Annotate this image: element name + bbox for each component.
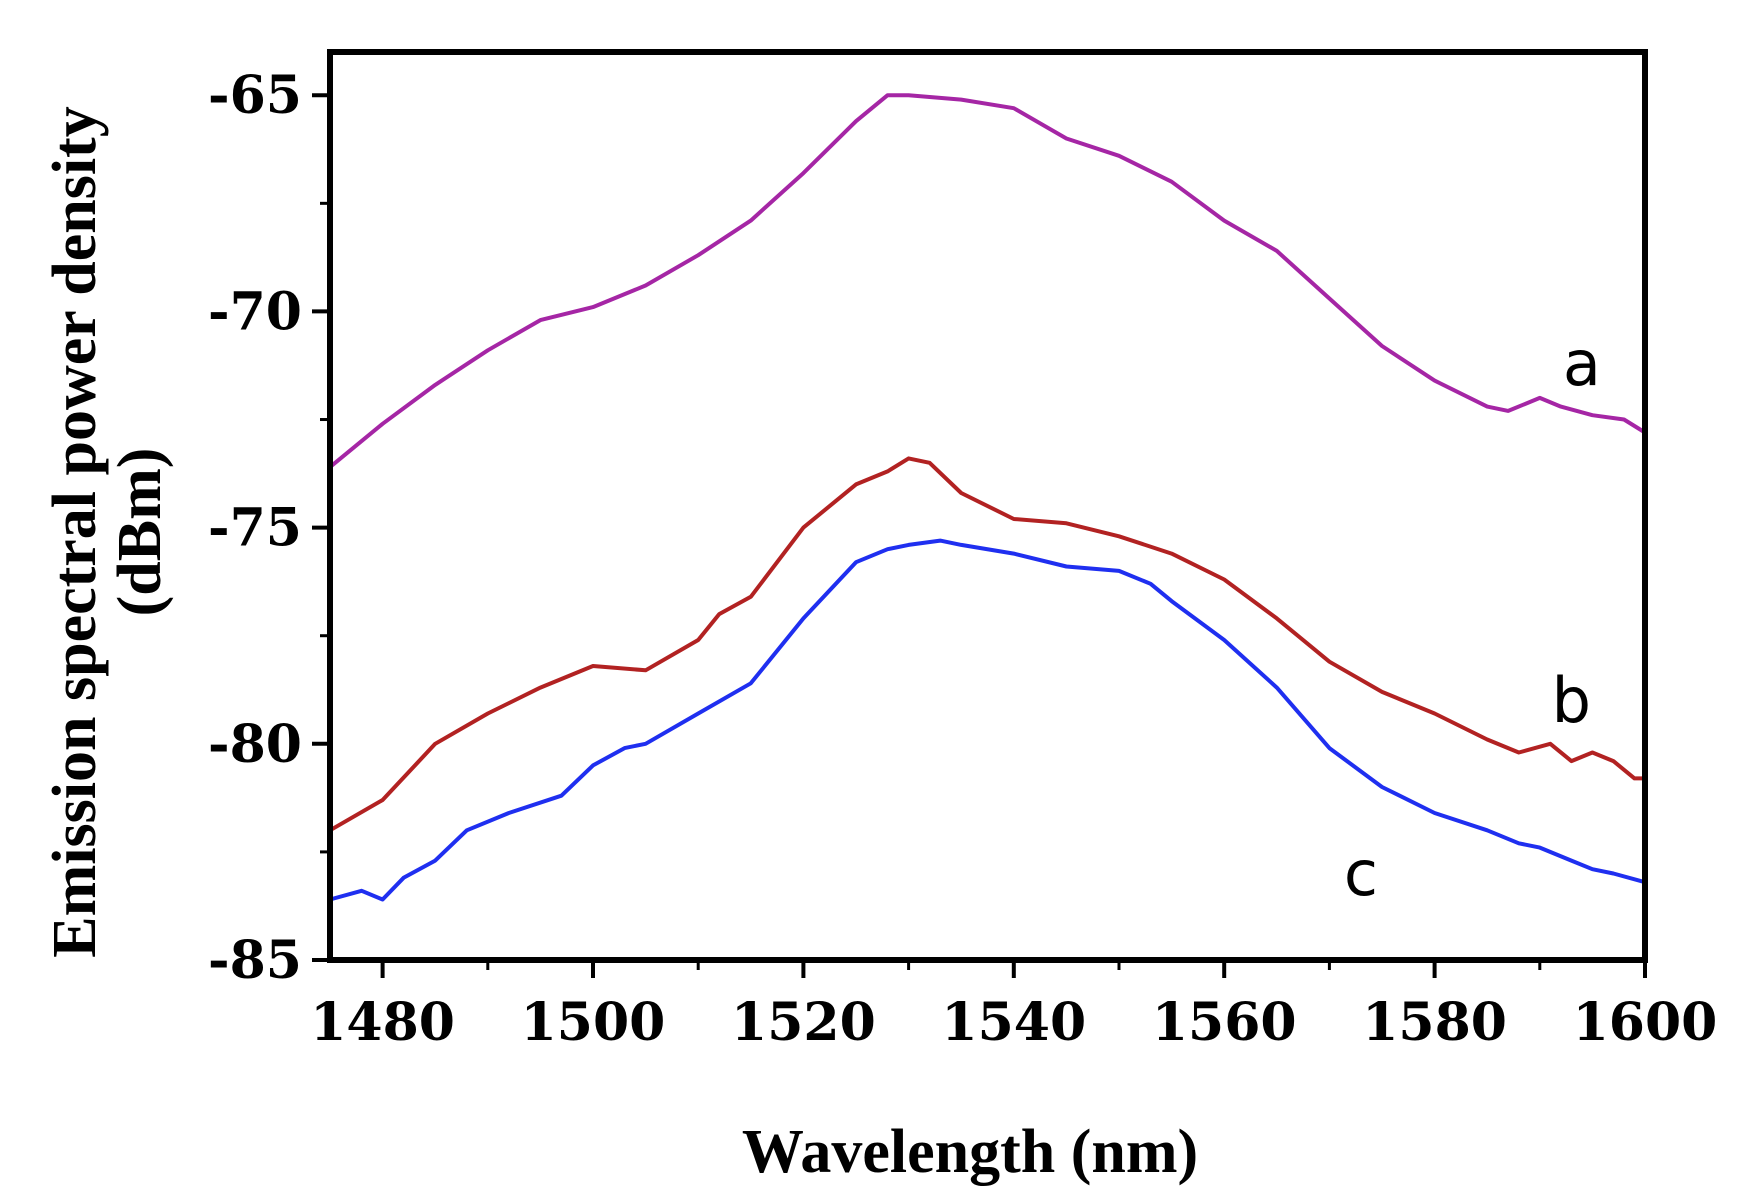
series-line-b — [329, 456, 1645, 833]
x-tick-label: 1480 — [310, 992, 455, 1053]
x-tick-label: 1540 — [941, 992, 1086, 1053]
series-line-a — [328, 93, 1647, 469]
x-axis-ticks: 1480 1500 1520 1540 1560 1580 1600 — [310, 960, 1717, 1053]
y-tick-label: -70 — [208, 281, 302, 342]
data-series — [328, 93, 1647, 902]
x-tick-label: 1580 — [1362, 992, 1507, 1053]
plot-frame — [327, 49, 1648, 963]
y-axis-title-line2: (dBm) — [106, 448, 174, 617]
y-tick-label: -75 — [208, 498, 302, 559]
x-tick-label: 1560 — [1152, 992, 1297, 1053]
y-tick-label: -85 — [208, 930, 302, 991]
curve-label-c: c — [1344, 837, 1378, 910]
y-axis-ticks: -65 -70 -75 -80 -85 — [208, 65, 330, 991]
x-axis-title: Wavelength (nm) — [742, 1118, 1198, 1186]
series-line-c — [329, 538, 1646, 902]
curve-label-b: b — [1552, 664, 1591, 737]
y-tick-label: -65 — [208, 65, 302, 126]
curve-label-a: a — [1563, 327, 1601, 400]
x-tick-label: 1600 — [1573, 992, 1718, 1053]
y-axis-title-line1: Emission spectral power density — [41, 106, 109, 957]
x-tick-label: 1500 — [521, 992, 666, 1053]
y-tick-label: -80 — [208, 714, 302, 775]
x-tick-label: 1520 — [731, 992, 876, 1053]
curve-annotations: a b c — [1344, 327, 1601, 910]
